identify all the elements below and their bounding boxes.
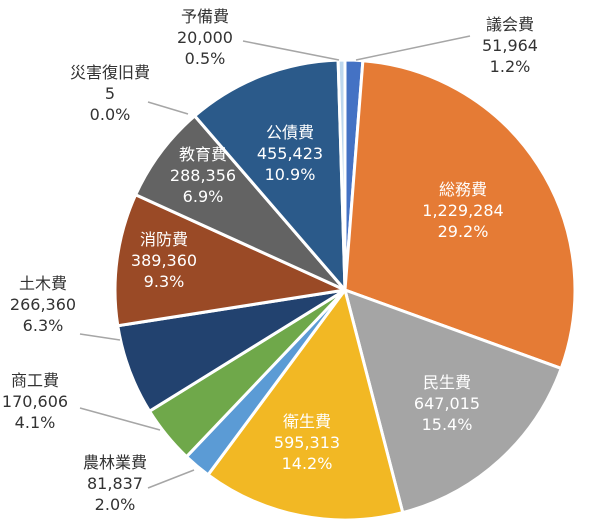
- leader-line: [147, 469, 195, 489]
- slice-name: 消防費: [140, 230, 188, 249]
- slice-name: 議会費: [486, 15, 534, 34]
- slice-value: 288,356: [170, 166, 236, 185]
- slice-label: 公債費 455,423 10.9%: [257, 123, 323, 184]
- slice-label: 予備費 20,000 0.5%: [177, 7, 233, 68]
- slice-name: 災害復旧費: [70, 63, 150, 82]
- slice-name: 農林業費: [83, 453, 147, 472]
- slice-value: 170,606: [2, 392, 68, 411]
- slice-value: 51,964: [482, 36, 538, 55]
- slice-label: 衛生費 595,313 14.2%: [274, 412, 340, 473]
- slice-labels: 議会費 51,964 1.2% 総務費 1,229,284 29.2% 民生費 647,015…: [2, 7, 538, 514]
- pie-slice: [193, 58, 347, 292]
- slice-percent: 0.0%: [90, 105, 131, 124]
- pie-slice: [113, 193, 347, 328]
- slice-percent: 4.1%: [15, 413, 56, 432]
- slice-percent: 2.0%: [95, 495, 136, 514]
- slice-name: 総務費: [439, 180, 487, 199]
- pie-slice: [343, 59, 577, 370]
- pie-slices: [113, 58, 577, 522]
- slice-label: 消防費 389,360 9.3%: [131, 230, 197, 291]
- slice-percent: 9.3%: [144, 272, 185, 291]
- slice-label: 総務費 1,229,284 29.2%: [422, 180, 503, 241]
- leader-lines: [79, 35, 471, 489]
- leader-line: [242, 40, 340, 61]
- slice-value: 20,000: [177, 28, 233, 47]
- slice-name: 教育費: [179, 145, 227, 164]
- slice-name: 民生費: [423, 373, 471, 392]
- slice-percent: 6.9%: [183, 187, 224, 206]
- slice-value: 5: [105, 84, 115, 103]
- slice-label: 土木費 266,360 6.3%: [10, 274, 76, 335]
- slice-name: 土木費: [19, 274, 67, 293]
- pie-slice: [206, 288, 405, 522]
- slice-label: 民生費 647,015 15.4%: [414, 373, 480, 434]
- slice-value: 266,360: [10, 295, 76, 314]
- slice-name: 衛生費: [283, 412, 331, 431]
- slice-value: 389,360: [131, 251, 197, 270]
- leader-line: [79, 333, 121, 341]
- slice-percent: 14.2%: [282, 454, 333, 473]
- leader-line: [79, 407, 161, 431]
- slice-percent: 0.5%: [185, 49, 226, 68]
- slice-value: 81,837: [87, 474, 143, 493]
- slice-value: 595,313: [274, 433, 340, 452]
- slice-percent: 15.4%: [422, 415, 473, 434]
- slice-value: 455,423: [257, 144, 323, 163]
- slice-label: 教育費 288,356 6.9%: [170, 145, 236, 206]
- slice-label: 商工費 170,606 4.1%: [2, 371, 68, 432]
- slice-label: 農林業費 81,837 2.0%: [83, 453, 147, 514]
- slice-percent: 29.2%: [438, 222, 489, 241]
- slice-name: 公債費: [266, 123, 314, 142]
- slice-percent: 10.9%: [265, 165, 316, 184]
- slice-percent: 1.2%: [490, 57, 531, 76]
- slice-value: 1,229,284: [422, 201, 503, 220]
- slice-name: 予備費: [181, 7, 229, 26]
- slice-name: 商工費: [11, 371, 59, 390]
- leader-line: [147, 101, 189, 115]
- slice-value: 647,015: [414, 394, 480, 413]
- slice-percent: 6.3%: [23, 316, 64, 335]
- leader-line: [355, 35, 471, 61]
- slice-label: 議会費 51,964 1.2%: [482, 15, 538, 76]
- pie-slice: [343, 288, 563, 515]
- slice-label: 災害復旧費 5 0.0%: [70, 63, 150, 124]
